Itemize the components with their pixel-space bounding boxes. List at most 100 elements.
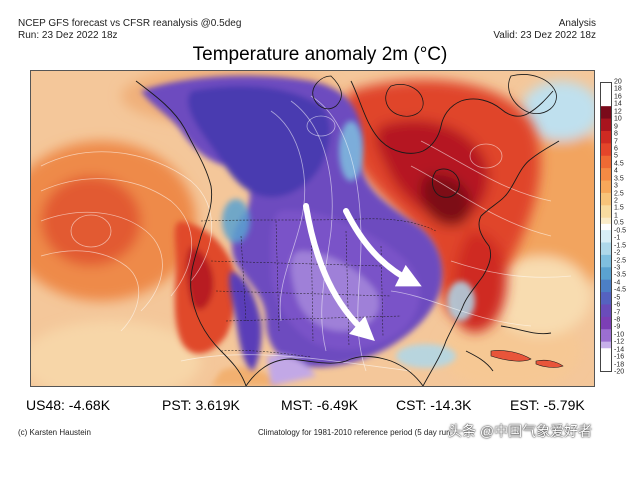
colorbar-tick-label: 3.5	[614, 175, 624, 183]
colorbar-tick-label: -6	[614, 301, 621, 309]
colorbar-tick-label: -8	[614, 316, 621, 324]
climatology-note: Climatology for 1981-2010 reference peri…	[258, 428, 451, 437]
colorbar-segment	[601, 161, 611, 169]
colorbar-tick-label: 4	[614, 167, 618, 175]
coastlines	[135, 80, 560, 386]
stat-us48: US48: -4.68K	[26, 397, 111, 413]
colorbar-segment	[601, 180, 611, 188]
colorbar-tick-label: -4.5	[614, 286, 627, 294]
colorbar-segment	[601, 279, 611, 287]
colorbar-segment	[601, 310, 611, 318]
arrow-southward	[303, 203, 375, 342]
map-title: Temperature anomaly 2m (°C)	[192, 44, 448, 65]
warm-anomaly-west	[174, 221, 281, 386]
colorbar-segment	[601, 261, 611, 268]
colorbar-segment	[601, 254, 611, 262]
cool-fringes	[222, 121, 475, 368]
colorbar-tick-label: 7	[614, 138, 618, 145]
colorbar-tick-label: 20	[614, 78, 622, 86]
colorbar-segment	[601, 323, 611, 330]
colorbar-segment	[601, 316, 611, 324]
header-left: NCEP GFS forecast vs CFSR reanalysis @0.…	[18, 18, 241, 42]
colorbar-segment	[601, 292, 611, 299]
stat-est: EST: -5.79K	[510, 397, 585, 413]
colorbar-segment	[601, 242, 611, 250]
colorbar-tick-label: -9	[614, 323, 621, 331]
colorbar	[600, 82, 612, 372]
run-time: Run: 23 Dez 2022 18z	[18, 30, 118, 41]
colorbar-tick-label: 12	[614, 108, 622, 116]
colorbar-tick-label: -2	[614, 249, 621, 257]
colorbar-tick-label: 14	[614, 100, 622, 108]
colorbar-segment	[601, 192, 611, 200]
header-right: Analysis Valid: 23 Dez 2022 18z	[493, 18, 596, 42]
colorbar-segment	[601, 267, 611, 274]
colorbar-segment	[601, 137, 611, 144]
colorbar-segment	[601, 118, 611, 126]
cold-anomaly-core	[141, 75, 443, 386]
colorbar-tick-label: -4	[614, 279, 621, 287]
colorbar-labels: 20 18 16 14 12 10 9 8 7 6 5 4.5 4 3.5 3 2.5 2 1.5 1 0.5 -0.5…	[614, 78, 640, 376]
stat-cst: CST: -14.3K	[396, 397, 472, 413]
arrow-southeastward	[343, 208, 422, 287]
colorbar-segment	[601, 205, 611, 212]
colorbar-tick-label: 18	[614, 85, 622, 93]
colorbar-segment	[601, 236, 611, 243]
credit: (c) Karsten Haustein	[18, 428, 91, 437]
colorbar-segment	[601, 106, 611, 113]
colorbar-segment	[601, 285, 611, 293]
colorbar-segment	[601, 230, 611, 237]
colorbar-segment	[601, 217, 611, 225]
colorbar-tick-label: 2.5	[614, 190, 624, 197]
colorbar-tick-label: -3	[614, 264, 621, 272]
colorbar-tick-label: -16	[614, 353, 625, 361]
colorbar-segment	[601, 124, 611, 132]
colorbar-tick-label: 0.5	[614, 219, 624, 227]
colorbar-segment	[601, 143, 611, 150]
colorbar-tick-label: -0.5	[614, 227, 627, 235]
colorbar-tick-label: -7	[614, 309, 621, 316]
caribbean-islands	[490, 350, 564, 368]
colorbar-segment	[601, 168, 611, 175]
colorbar-segment	[601, 304, 611, 312]
watermark: 头条 @中国气象爱好者	[448, 423, 593, 439]
cold-air-arrows	[303, 203, 422, 342]
colorbar-tick-label: 5	[614, 152, 618, 160]
colorbar-tick-label: 1.5	[614, 204, 624, 212]
stat-pst: PST: 3.619K	[162, 397, 240, 413]
regional-stats: US48: -4.68K PST: 3.619K MST: -6.49K CST…	[0, 396, 640, 416]
colorbar-tick-label: 2	[614, 197, 618, 205]
colorbar-tick-label: 6	[614, 145, 618, 153]
colorbar-tick-label: -3.5	[614, 271, 627, 279]
colorbar-segment	[601, 341, 611, 349]
colorbar-tick-label: -1	[614, 234, 621, 242]
colorbar-segment	[601, 211, 611, 219]
colorbar-segment	[601, 298, 611, 305]
colorbar-tick-label: -20	[614, 368, 625, 376]
colorbar-tick-label: 9	[614, 123, 618, 131]
colorbar-tick-label: 1	[614, 212, 618, 220]
stat-mst: MST: -6.49K	[281, 397, 359, 413]
colorbar-segment	[601, 335, 611, 343]
colorbar-segment	[601, 273, 611, 281]
colorbar-tick-label: -12	[614, 338, 625, 346]
colorbar-tick-label: -14	[614, 346, 625, 354]
colorbar-segment	[601, 149, 611, 157]
colorbar-segment	[601, 186, 611, 194]
colorbar-tick-label: 3	[614, 182, 618, 190]
colorbar-tick-label: 4.5	[614, 160, 624, 168]
colorbar-tick-label: -5	[614, 294, 621, 302]
anomaly-map-svg	[31, 71, 594, 386]
model-description: NCEP GFS forecast vs CFSR reanalysis @0.…	[18, 18, 242, 29]
valid-time: Valid: 23 Dez 2022 18z	[493, 30, 596, 41]
colorbar-segment	[601, 174, 611, 181]
colorbar-tick-label: -2.5	[614, 257, 627, 264]
colorbar-tick-label: 10	[614, 115, 622, 123]
colorbar-segment	[601, 155, 611, 163]
colorbar-segment	[601, 248, 611, 256]
colorbar-segment	[601, 112, 611, 119]
colorbar-tick-label: -10	[614, 331, 625, 339]
colorbar-segment	[601, 223, 611, 231]
colorbar-tick-label: 16	[614, 93, 622, 101]
colorbar-tick-label: 8	[614, 130, 618, 138]
